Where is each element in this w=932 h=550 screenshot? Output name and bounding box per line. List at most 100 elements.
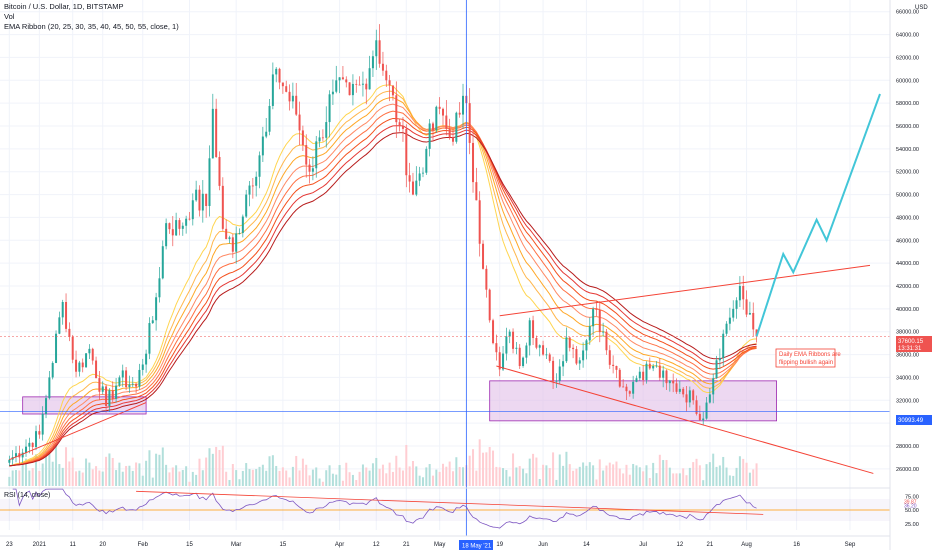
- volume-bar: [108, 453, 111, 486]
- candle-body: [61, 302, 64, 318]
- candle-body: [498, 352, 501, 370]
- volume-bar: [552, 452, 555, 486]
- candle-body: [218, 157, 221, 186]
- candle-body: [41, 413, 44, 435]
- candle-body: [522, 357, 525, 366]
- candle-body: [265, 131, 268, 137]
- time-tick-label: 20: [99, 542, 106, 548]
- candle-body: [335, 80, 338, 92]
- time-tick-label: 21: [707, 542, 714, 548]
- volume-bar: [131, 470, 134, 486]
- volume-bar: [391, 471, 394, 486]
- volume-bar: [545, 465, 548, 486]
- projection-path: [755, 93, 881, 337]
- candle-body: [38, 431, 41, 435]
- candle-body: [111, 390, 114, 399]
- volume-bar: [708, 462, 711, 486]
- last-price-badge: 37600.15: [898, 339, 924, 345]
- volume-bar: [648, 478, 651, 486]
- ribbon-annotation: Daily EMA Ribbons are flipping bullish a…: [775, 348, 841, 368]
- time-tick-label: 15: [186, 542, 193, 548]
- time-tick-label: 19: [496, 542, 503, 548]
- candle-body: [562, 361, 565, 367]
- volume-bar: [662, 460, 665, 486]
- volume-bar: [285, 470, 288, 486]
- volume-bar: [55, 444, 58, 486]
- candle-body: [381, 63, 384, 71]
- candle-body: [448, 128, 451, 138]
- candle-body: [462, 95, 465, 115]
- time-tick-label: 2021: [33, 542, 47, 548]
- volume-bar: [275, 465, 278, 486]
- volume-bar: [28, 470, 31, 486]
- candle-body: [618, 369, 621, 387]
- volume-bar: [198, 458, 201, 486]
- volume-bar: [522, 468, 525, 486]
- volume-bar: [752, 469, 755, 486]
- volume-bar: [311, 469, 314, 486]
- candle-body: [688, 390, 691, 403]
- volume-bar: [75, 471, 78, 486]
- volume-bar: [11, 470, 14, 486]
- candle-body: [475, 182, 478, 201]
- volume-legend[interactable]: Vol: [4, 12, 15, 21]
- price-axis[interactable]: 26000.0028000.0030000.0032000.0034000.00…: [889, 0, 919, 550]
- candle-body: [21, 452, 24, 458]
- candle-body: [438, 106, 441, 109]
- volume-bar: [431, 475, 434, 486]
- candle-body: [348, 82, 351, 96]
- volume-bar: [578, 466, 581, 486]
- price-tick-label: 52000.00: [896, 170, 919, 176]
- volume-bar: [725, 467, 728, 486]
- volume-bar: [575, 468, 578, 486]
- support-zone: [22, 396, 147, 415]
- price-tick-label: 46000.00: [896, 238, 919, 244]
- candle-body: [435, 106, 438, 131]
- price-tick-label: 28000.00: [896, 444, 919, 450]
- candle-body: [195, 189, 198, 201]
- volume-bar: [245, 463, 248, 486]
- candle-body: [712, 378, 715, 395]
- rsi-line: [12, 488, 757, 529]
- volume-bar: [325, 470, 328, 486]
- volume-bar: [41, 463, 44, 486]
- volume-bar: [658, 454, 661, 486]
- candle-body: [388, 80, 391, 86]
- candle-body: [385, 70, 388, 81]
- volume-bar: [318, 478, 321, 486]
- volume-bar: [271, 455, 274, 486]
- price-tick-label: 66000.00: [896, 10, 919, 16]
- candle-body: [308, 164, 311, 172]
- candle-body: [188, 218, 191, 220]
- volume-bar: [361, 464, 364, 486]
- candle-body: [15, 453, 18, 458]
- time-tick-label: 23: [6, 542, 13, 548]
- volume-bar: [652, 462, 655, 486]
- volume-bar: [308, 475, 311, 486]
- volume-bar: [65, 447, 68, 486]
- candle-body: [148, 323, 151, 354]
- candle-body: [281, 82, 284, 87]
- ema-legend[interactable]: EMA Ribbon (20, 25, 30, 35, 40, 45, 50, …: [4, 22, 179, 31]
- volume-bar: [221, 445, 224, 486]
- candle-body: [755, 329, 758, 337]
- candle-body: [105, 386, 108, 406]
- symbol-legend[interactable]: Bitcoin / U.S. Dollar, 1D, BITSTAMP: [4, 2, 124, 11]
- volume-bar: [38, 470, 41, 486]
- price-tick-label: 60000.00: [896, 78, 919, 84]
- volume-bar: [155, 453, 158, 486]
- candle-body: [558, 366, 561, 381]
- price-tick-label: 50000.00: [896, 193, 919, 199]
- volume-bar: [388, 462, 391, 486]
- candle-body: [161, 246, 164, 279]
- candle-body: [351, 83, 354, 96]
- time-axis[interactable]: 23 2021 11 20 Feb 15 Mar 15 Apr 12 21 May 19 Jun 14 Jul…: [0, 535, 890, 548]
- volume-bar: [688, 467, 691, 486]
- candle-body: [628, 391, 631, 394]
- volume-bar: [18, 470, 21, 486]
- rsi-tick-label: 25.00: [905, 522, 919, 528]
- volume-bar: [378, 468, 381, 486]
- rsi-tick-label: 50.00: [905, 508, 919, 514]
- candle-body: [228, 237, 231, 240]
- candle-body: [125, 370, 128, 388]
